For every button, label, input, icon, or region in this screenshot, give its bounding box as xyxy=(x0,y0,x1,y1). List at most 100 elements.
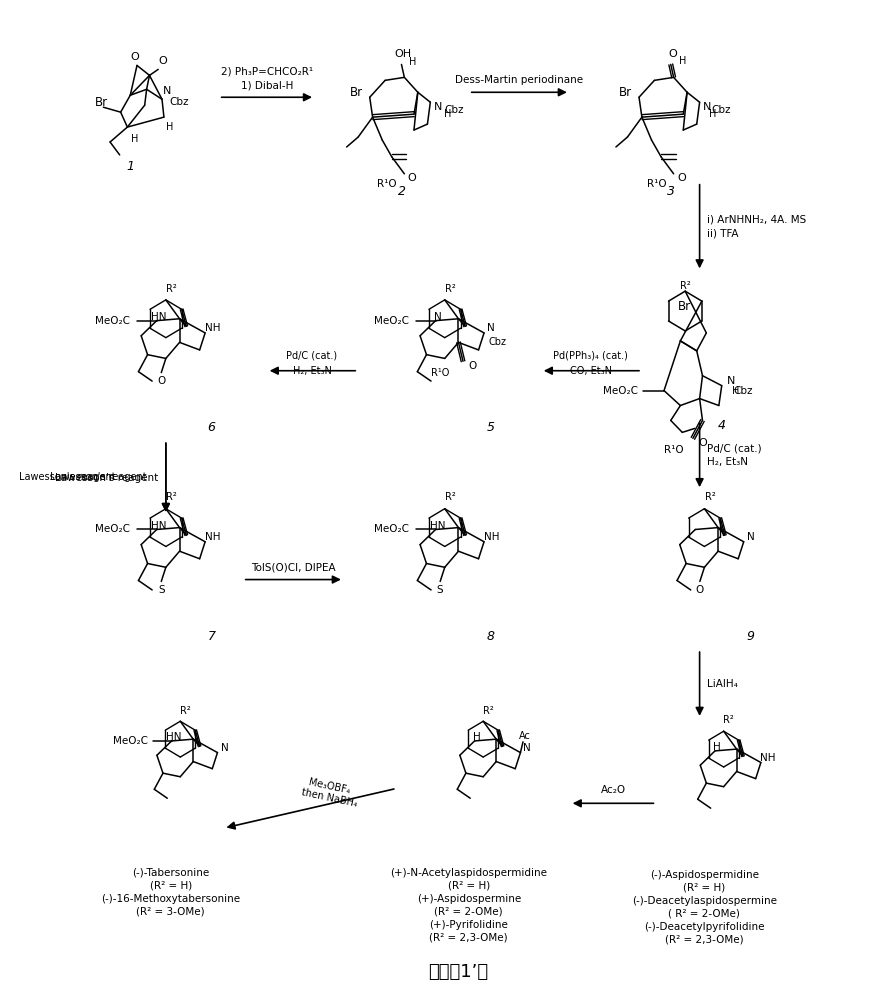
Text: 路线（1’）: 路线（1’） xyxy=(428,963,488,981)
Text: 8: 8 xyxy=(487,630,495,643)
Text: Lawesson's reagent: Lawesson's reagent xyxy=(55,473,158,483)
Text: MeO₂C: MeO₂C xyxy=(95,316,131,326)
Text: R²: R² xyxy=(445,492,456,502)
Text: N: N xyxy=(434,312,441,322)
Text: O: O xyxy=(669,49,677,59)
Text: Ac₂O: Ac₂O xyxy=(600,785,626,795)
Text: MeO₂C: MeO₂C xyxy=(374,524,409,534)
Text: Pd/C (cat.): Pd/C (cat.) xyxy=(708,443,762,453)
Text: R¹O: R¹O xyxy=(664,445,684,455)
Text: (R² = H): (R² = H) xyxy=(149,881,192,891)
Text: O: O xyxy=(698,438,707,448)
Text: MeO₂C: MeO₂C xyxy=(374,316,409,326)
Text: H: H xyxy=(710,109,717,119)
Text: H: H xyxy=(131,134,139,144)
Text: 6: 6 xyxy=(208,421,216,434)
Text: (R² = 2,3-OMe): (R² = 2,3-OMe) xyxy=(665,935,744,945)
Text: HN: HN xyxy=(430,521,446,531)
Text: (R² = 2,3-OMe): (R² = 2,3-OMe) xyxy=(430,933,508,943)
Text: O: O xyxy=(131,52,139,62)
Text: TolS(O)Cl, DIPEA: TolS(O)Cl, DIPEA xyxy=(251,563,336,573)
Text: N: N xyxy=(747,532,755,542)
Text: HN: HN xyxy=(151,312,167,322)
Text: S: S xyxy=(437,585,443,595)
Text: CO, Et₃N: CO, Et₃N xyxy=(570,366,612,376)
Text: H: H xyxy=(166,122,173,132)
Text: (-)-Tabersonine: (-)-Tabersonine xyxy=(132,868,210,878)
Text: Cbz: Cbz xyxy=(733,386,753,396)
Text: O: O xyxy=(408,173,416,183)
Text: Br: Br xyxy=(678,300,691,313)
Text: Cbz: Cbz xyxy=(170,97,189,107)
Text: R²: R² xyxy=(680,281,691,291)
Text: Pd(PPh₃)₄ (cat.): Pd(PPh₃)₄ (cat.) xyxy=(553,351,629,361)
Text: N: N xyxy=(524,743,531,753)
Text: Ac: Ac xyxy=(519,731,531,741)
Text: Lawesson's reagent: Lawesson's reagent xyxy=(20,472,115,482)
Text: (R² = 3-OMe): (R² = 3-OMe) xyxy=(137,907,205,917)
Text: H: H xyxy=(472,732,480,742)
Text: (R² = 2-OMe): (R² = 2-OMe) xyxy=(434,907,503,917)
Text: 7: 7 xyxy=(208,630,216,643)
Text: 3: 3 xyxy=(667,185,675,198)
Text: R²: R² xyxy=(704,492,715,502)
Text: R¹O: R¹O xyxy=(431,368,449,378)
Text: R²: R² xyxy=(166,492,177,502)
Text: Pd/C (cat.): Pd/C (cat.) xyxy=(287,351,337,361)
Text: Cbz: Cbz xyxy=(488,337,507,347)
Text: S: S xyxy=(158,585,164,595)
Text: (-)-16-Methoxytabersonine: (-)-16-Methoxytabersonine xyxy=(101,894,241,904)
Text: 1) Dibal-H: 1) Dibal-H xyxy=(241,80,293,90)
Text: NH: NH xyxy=(484,532,499,542)
Text: 2: 2 xyxy=(398,185,406,198)
Text: H: H xyxy=(713,742,721,752)
Text: 5: 5 xyxy=(487,421,495,434)
Text: R²: R² xyxy=(483,706,494,716)
Text: MeO₂C: MeO₂C xyxy=(113,736,147,746)
Text: O: O xyxy=(677,173,686,183)
Text: H: H xyxy=(678,56,686,66)
Text: NH: NH xyxy=(205,532,220,542)
Text: R²: R² xyxy=(724,715,734,725)
Text: H₂, Et₃N: H₂, Et₃N xyxy=(708,457,749,467)
Text: Cbz: Cbz xyxy=(445,105,464,115)
Text: (R² = H): (R² = H) xyxy=(683,883,725,893)
Text: N: N xyxy=(488,323,496,333)
Text: (+)-N-Acetylaspidospermidine: (+)-N-Acetylaspidospermidine xyxy=(391,868,547,878)
Text: OH: OH xyxy=(395,49,412,59)
Text: R²: R² xyxy=(445,284,456,294)
Text: N: N xyxy=(727,376,735,386)
Text: ii) TFA: ii) TFA xyxy=(708,228,739,238)
Text: then NaBH₄: then NaBH₄ xyxy=(300,787,358,808)
Text: MeO₂C: MeO₂C xyxy=(603,386,638,396)
Text: H: H xyxy=(444,109,451,119)
Text: LiAlH₄: LiAlH₄ xyxy=(708,679,738,689)
Text: O: O xyxy=(159,56,167,66)
Text: Br: Br xyxy=(619,86,632,99)
Text: ( R² = 2-OMe): ( R² = 2-OMe) xyxy=(669,909,741,919)
Text: R²: R² xyxy=(180,706,191,716)
Text: 4: 4 xyxy=(718,419,725,432)
Text: R¹O: R¹O xyxy=(377,179,397,189)
Text: N: N xyxy=(703,102,711,112)
Text: MeO₂C: MeO₂C xyxy=(95,524,131,534)
Text: N: N xyxy=(220,743,228,753)
Text: Cbz: Cbz xyxy=(711,105,731,115)
Text: 2) Ph₃P=CHCO₂R¹: 2) Ph₃P=CHCO₂R¹ xyxy=(221,66,313,76)
Text: (+)-Pyrifolidine: (+)-Pyrifolidine xyxy=(430,920,508,930)
Text: N: N xyxy=(163,86,171,96)
Text: Br: Br xyxy=(95,96,108,109)
Text: R¹O: R¹O xyxy=(646,179,666,189)
Text: (+)-Aspidospermine: (+)-Aspidospermine xyxy=(416,894,521,904)
Text: (-)-Deacetylpyrifolidine: (-)-Deacetylpyrifolidine xyxy=(644,922,765,932)
Text: H: H xyxy=(409,57,416,67)
Text: HN: HN xyxy=(151,521,167,531)
Text: Lawesson's reagent: Lawesson's reagent xyxy=(50,472,147,482)
Text: HN: HN xyxy=(166,732,181,742)
Text: O: O xyxy=(468,361,476,371)
Text: 1: 1 xyxy=(126,160,134,173)
Text: H: H xyxy=(733,386,740,396)
Text: 9: 9 xyxy=(746,630,754,643)
Text: i) ArNHNH₂, 4A. MS: i) ArNHNH₂, 4A. MS xyxy=(708,215,806,225)
Text: Br: Br xyxy=(350,86,363,99)
